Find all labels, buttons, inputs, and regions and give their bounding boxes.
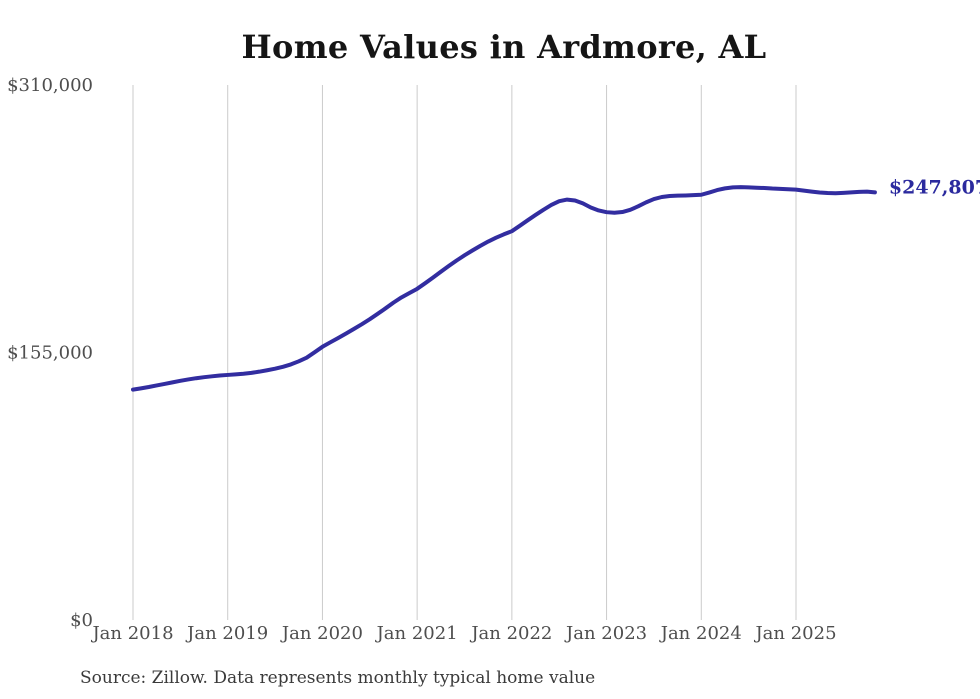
x-tick-jan-2021: Jan 2021: [375, 623, 458, 644]
x-tick-jan-2022: Jan 2022: [469, 623, 552, 644]
home-value-line: [131, 185, 877, 392]
y-tick-0: $0: [70, 610, 93, 631]
source-note: Source: Zillow. Data represents monthly …: [80, 668, 595, 688]
x-tick-jan-2023: Jan 2023: [564, 623, 647, 644]
latest-value-label: $247,807: [889, 176, 980, 198]
y-tick-310000: $310,000: [7, 75, 93, 96]
x-tick-jan-2019: Jan 2019: [185, 623, 268, 644]
y-tick-155000: $155,000: [7, 343, 93, 364]
x-tick-jan-2020: Jan 2020: [280, 623, 363, 644]
vertical-gridlines: [132, 85, 797, 620]
chart-title: Home Values in Ardmore, AL: [242, 28, 767, 66]
x-axis-tick-labels: Jan 2018 Jan 2019 Jan 2020 Jan 2021 Jan 2022…: [90, 623, 836, 644]
x-tick-jan-2025: Jan 2025: [753, 623, 836, 644]
x-tick-jan-2018: Jan 2018: [90, 623, 173, 644]
y-axis-tick-labels: $0 $155,000 $310,000: [7, 75, 93, 631]
x-tick-jan-2024: Jan 2024: [659, 623, 742, 644]
